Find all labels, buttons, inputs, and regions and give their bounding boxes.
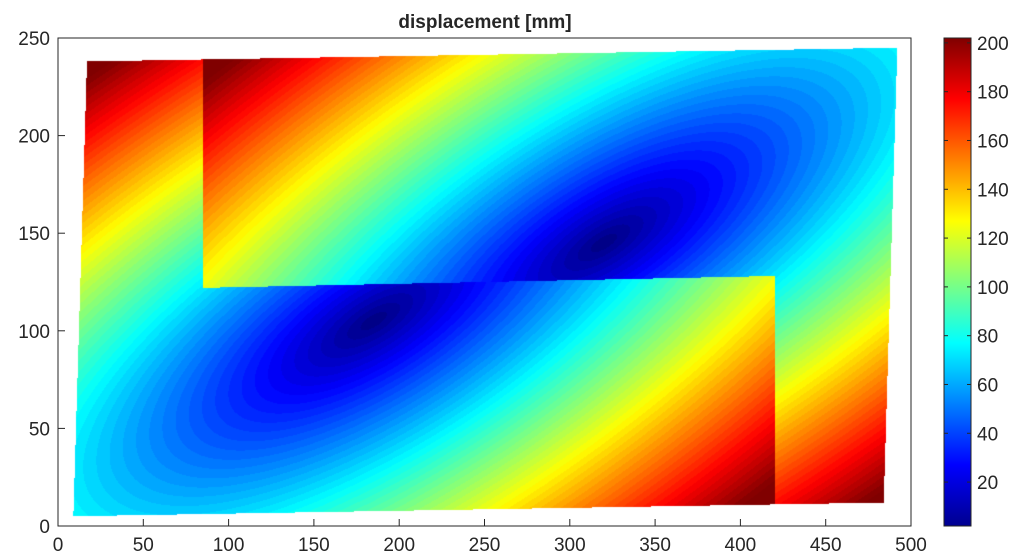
colorbar-tick-label: 60 — [977, 375, 998, 396]
colorbar-tick-label: 140 — [977, 180, 1009, 201]
colorbar-tick-label: 100 — [977, 278, 1009, 299]
colorbar-tick-label: 120 — [977, 229, 1009, 250]
x-tick-label: 300 — [554, 535, 586, 556]
displacement-field — [58, 38, 911, 526]
x-tick-label: 250 — [469, 535, 501, 556]
plot-area: 0 50 100 150 200 250 300 350 400 450 500 0 50 100 150… — [18, 29, 927, 556]
x-tick-label: 0 — [53, 535, 64, 556]
x-tick-label: 50 — [133, 535, 154, 556]
colorbar-ticks: 20 40 60 80 100 120 140 160 180 200 — [944, 34, 1009, 494]
y-tick-label: 100 — [18, 322, 50, 343]
y-tick-label: 0 — [39, 517, 50, 538]
chart-title: displacement [mm] — [398, 12, 571, 33]
y-tick-label: 250 — [18, 29, 50, 50]
y-tick-label: 150 — [18, 224, 50, 245]
x-axis: 0 50 100 150 200 250 300 350 400 450 500 — [53, 519, 927, 556]
x-tick-label: 150 — [298, 535, 330, 556]
colorbar-tick-label: 160 — [977, 131, 1009, 152]
colorbar-tick-label: 20 — [977, 473, 998, 494]
colorbar-tick-label: 180 — [977, 83, 1009, 104]
x-tick-label: 500 — [895, 535, 927, 556]
x-tick-label: 100 — [213, 535, 245, 556]
y-tick-label: 50 — [29, 419, 50, 440]
colorbar-bar — [943, 37, 972, 527]
x-tick-label: 350 — [639, 535, 671, 556]
colorbar: 20 40 60 80 100 120 140 160 180 200 — [943, 34, 1009, 527]
y-axis: 0 50 100 150 200 250 — [18, 29, 65, 538]
x-tick-label: 400 — [725, 535, 757, 556]
y-tick-label: 200 — [18, 127, 50, 148]
x-tick-label: 200 — [383, 535, 415, 556]
colorbar-tick-label: 200 — [977, 34, 1009, 55]
colorbar-tick-label: 80 — [977, 327, 998, 348]
x-tick-label: 450 — [810, 535, 842, 556]
colorbar-tick-label: 40 — [977, 424, 998, 445]
